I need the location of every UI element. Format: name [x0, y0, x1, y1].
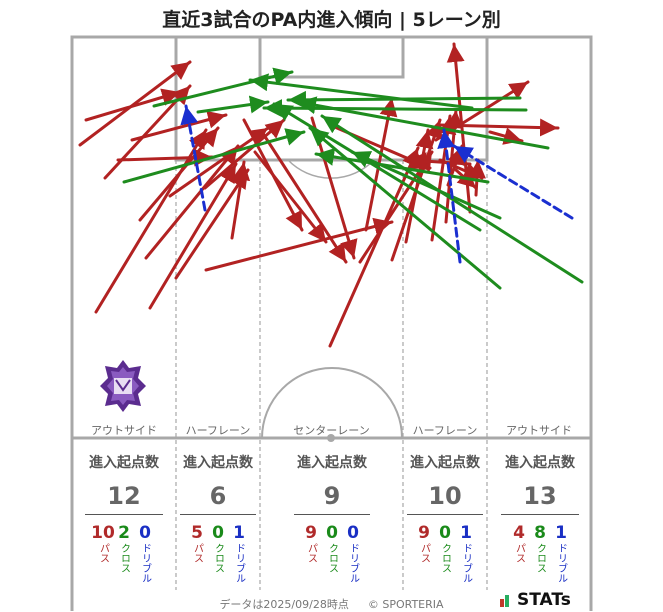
brand-logo: STATs: [517, 590, 571, 610]
cross-label: クロス: [212, 543, 224, 573]
pass-arrow-16: [253, 150, 328, 244]
stat-total: 10: [407, 482, 483, 515]
center-circle: [261, 367, 403, 439]
dribble-label: ドリブル: [233, 543, 245, 583]
pass-count: 4: [513, 523, 525, 543]
cross-count: 2: [118, 523, 130, 543]
dribble-count: 0: [139, 523, 151, 543]
lane-stats-left-half: 進入起点数 6 5 パス 0 クロス 1 ドリブル: [180, 452, 256, 583]
cross-arrow-5: [262, 99, 528, 118]
dribble-arrow-3: [437, 128, 462, 264]
pass-arrow-15: [260, 130, 348, 264]
pass-count: 5: [191, 523, 203, 543]
pass-label: パス: [97, 543, 109, 563]
pass-arrow-35: [406, 152, 472, 171]
lane-stats-right-outside: 進入起点数 13 4 パス 8 クロス 1 ドリブル: [501, 452, 579, 583]
stat-heading: 進入起点数: [410, 455, 480, 471]
club-crest-icon: [100, 360, 146, 412]
lane-label-right-outside: アウトサイド: [506, 424, 572, 437]
cross-arrow-8: [272, 102, 482, 232]
pass-arrow-12: [174, 168, 250, 280]
lane-stats-right-half: 進入起点数 10 9 パス 0 クロス 1 ドリブル: [407, 452, 483, 583]
pass-count: 9: [418, 523, 430, 543]
pass-arrow-13: [204, 217, 394, 272]
cross-arrow-3: [196, 95, 270, 114]
pass-arrow-10: [203, 118, 286, 190]
stat-total: 13: [501, 482, 579, 515]
lane-stats-center: 進入起点数 9 9 パス 0 クロス 0 ドリブル: [294, 452, 370, 583]
pass-arrow-11: [148, 162, 238, 310]
dribble-arrow-2: [452, 144, 574, 220]
lane-label-left-outside: アウトサイド: [91, 424, 157, 437]
page-title: 直近3試合のPA内進入傾向 | 5レーン別: [162, 9, 501, 31]
pass-arrow-1: [78, 60, 192, 147]
center-spot: [327, 434, 335, 442]
copyright: © SPORTERIA: [367, 598, 444, 611]
pass-arrow-31: [467, 158, 486, 197]
brand-text: STATs: [517, 590, 571, 610]
pass-label: パス: [305, 543, 317, 563]
stats-logo-icon: [500, 595, 509, 607]
cross-arrow-12: [350, 150, 502, 220]
dribble-count: 1: [233, 523, 245, 543]
pass-arrow-14: [230, 160, 251, 240]
lane-stats-left-outside: 進入起点数 12 10 パス 2 クロス 0 ドリブル: [85, 452, 163, 583]
data-date: データは2025/09/28時点: [219, 598, 349, 611]
stat-total: 9: [294, 482, 370, 515]
cross-arrow-9: [308, 126, 502, 290]
cross-arrow-7: [248, 73, 474, 110]
stat-total: 12: [85, 482, 163, 515]
cross-label: クロス: [118, 543, 130, 573]
cross-label: クロス: [534, 543, 546, 573]
stat-heading: 進入起点数: [89, 455, 159, 471]
footer-note: データは2025/09/28時点 © SPORTERIA: [0, 596, 663, 612]
stat-heading: 進入起点数: [505, 455, 575, 471]
pass-arrow-7: [94, 128, 208, 314]
dribble-count: 1: [555, 523, 567, 543]
dribble-count: 1: [460, 523, 472, 543]
pass-arrow-19: [328, 146, 420, 348]
stat-heading: 進入起点数: [183, 455, 253, 471]
lane-label-center: センターレーン: [293, 424, 370, 437]
cross-count: 0: [439, 523, 451, 543]
lane-label-right-half: ハーフレーン: [412, 424, 478, 437]
pass-label: パス: [513, 543, 525, 563]
pass-arrow-3: [84, 88, 182, 122]
lane-label-left-half: ハーフレーン: [185, 424, 251, 437]
arrow-layer: [78, 42, 584, 348]
pass-arrow-23: [404, 128, 434, 244]
pass-arrow-4: [130, 110, 228, 142]
goal-area: [258, 35, 405, 79]
pass-count: 9: [305, 523, 317, 543]
cross-count: 0: [212, 523, 224, 543]
pass-arrow-9: [168, 126, 270, 198]
dribble-label: ドリブル: [347, 543, 359, 583]
pass-arrow-17: [242, 118, 304, 232]
cross-arrow-2: [122, 128, 306, 184]
pass-arrow-32: [438, 118, 560, 137]
pass-arrow-33: [488, 127, 524, 145]
cross-count: 8: [534, 523, 546, 543]
cross-arrow-1: [152, 67, 294, 108]
cross-arrow-10: [320, 114, 584, 284]
cross-label: クロス: [439, 543, 451, 573]
cross-arrow-11: [314, 148, 490, 184]
pass-count: 10: [91, 523, 115, 543]
cross-label: クロス: [326, 543, 338, 573]
stat-heading: 進入起点数: [297, 455, 367, 471]
dribble-label: ドリブル: [460, 543, 472, 583]
cross-count: 0: [326, 523, 338, 543]
pass-label: パス: [191, 543, 203, 563]
dribble-label: ドリブル: [555, 543, 567, 583]
stat-total: 6: [180, 482, 256, 515]
dribble-label: ドリブル: [139, 543, 151, 583]
dribble-arrow-1: [180, 104, 207, 212]
dribble-count: 0: [347, 523, 359, 543]
pass-label: パス: [418, 543, 430, 563]
